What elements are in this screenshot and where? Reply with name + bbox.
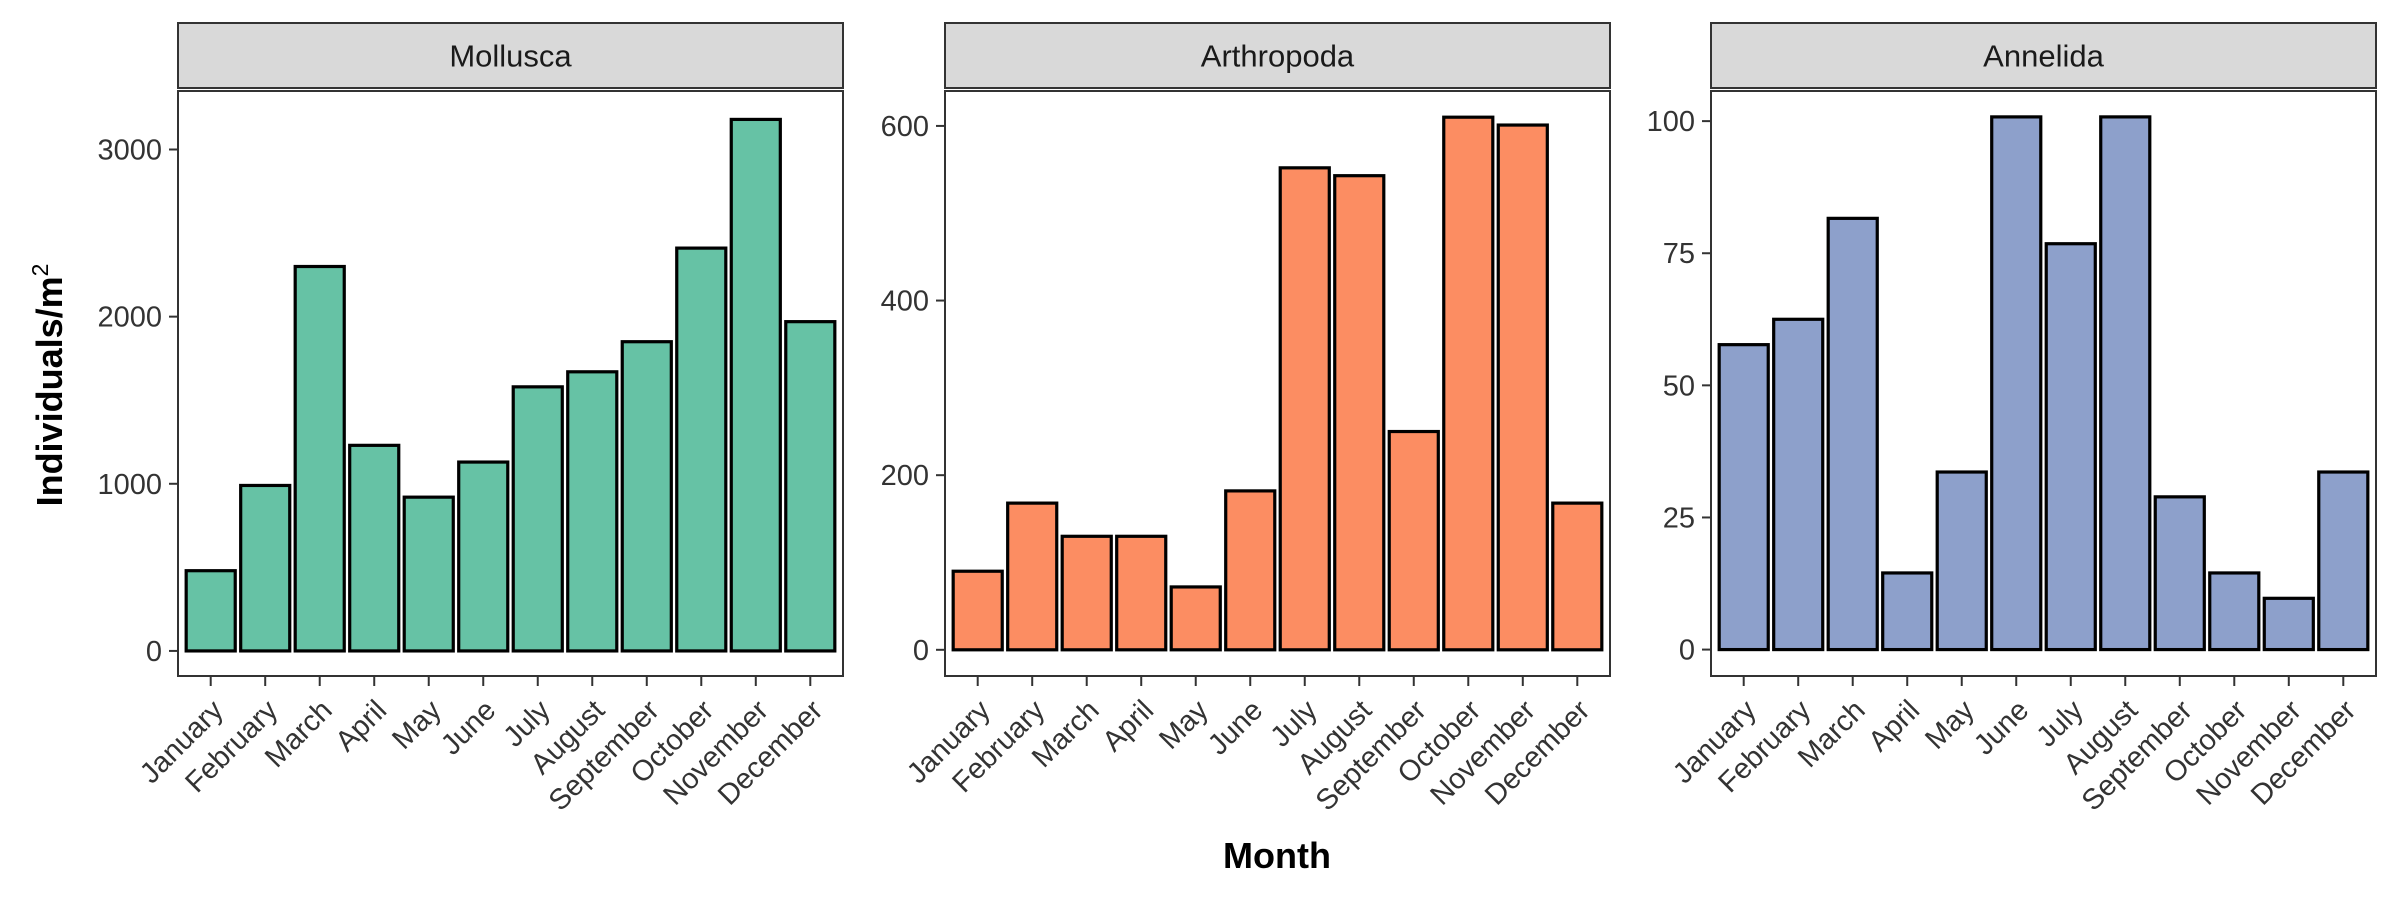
x-tick-label: April [1863,694,1927,758]
bar-mollusca-march [293,264,346,653]
bar-mollusca-february [239,483,292,653]
y-tick-label: 0 [913,635,929,667]
bar-arthropoda-april [1115,534,1168,652]
facet-arthropoda: Arthropoda0200400600JanuaryFebruaryMarch… [881,22,1611,817]
bar-mollusca-november [729,117,782,653]
plot-panel-border [177,90,844,677]
bar-mollusca-may [402,495,455,653]
bar-arthropoda-september [1387,429,1440,652]
y-axis-title-text: Individuals/m [29,276,70,506]
facet-title: Mollusca [449,39,572,74]
y-tick-label: 400 [881,286,929,318]
bar-mollusca-august [566,370,619,653]
bar-arthropoda-december [1551,501,1604,652]
bar-annelida-july [2044,242,2097,652]
bar-annelida-june [1990,115,2043,652]
y-tick-label: 100 [1647,106,1695,138]
y-tick-label: 1000 [97,469,162,501]
y-axis-title: Individuals/m2 [27,264,70,507]
facet-mollusca: Mollusca0100020003000JanuaryFebruaryMarc… [97,22,844,817]
bar-mollusca-january [184,569,237,653]
bar-annelida-february [1772,317,1825,652]
bar-mollusca-september [620,340,673,653]
bar-annelida-november [2262,596,2315,652]
x-tick-label: May [1153,694,1215,756]
x-tick-label: May [1919,694,1981,756]
facet-strip-arthropoda [944,22,1611,89]
x-tick-label: May [386,694,448,756]
y-tick-label: 0 [1679,635,1695,667]
bar-arthropoda-february [1006,501,1059,652]
y-tick-label: 600 [881,111,929,143]
y-tick-label: 50 [1663,370,1695,402]
plot-panel-border [1710,90,2377,677]
bar-mollusca-april [348,443,401,653]
facet-title: Arthropoda [1201,39,1355,74]
bar-arthropoda-august [1333,174,1386,652]
x-tick-label: April [330,694,394,758]
bar-arthropoda-october [1442,115,1495,652]
bar-mollusca-july [511,385,564,653]
bar-annelida-october [2208,571,2261,652]
bar-arthropoda-march [1060,534,1113,652]
bar-arthropoda-july [1278,166,1331,652]
bar-annelida-september [2153,495,2206,652]
bar-mollusca-december [784,320,837,653]
bar-arthropoda-may [1169,585,1222,652]
bar-annelida-may [1935,470,1988,652]
y-tick-label: 75 [1663,238,1695,270]
y-axis-title-superscript: 2 [27,264,53,277]
bar-arthropoda-january [951,569,1004,652]
facet-title: Annelida [1983,39,2104,74]
x-tick-label: April [1097,694,1161,758]
facet-strip-mollusca [177,22,844,89]
bar-mollusca-june [457,460,510,653]
x-tick-label: June [435,694,502,761]
x-tick-label: June [1202,694,1269,761]
y-tick-label: 200 [881,460,929,492]
y-tick-label: 0 [146,636,162,668]
x-axis-title: Month [1223,835,1331,876]
plot-panel-border [944,90,1611,677]
bar-mollusca-october [675,246,728,653]
y-tick-label: 25 [1663,502,1695,534]
y-tick-label: 2000 [97,302,162,334]
bar-annelida-august [2099,115,2152,652]
y-tick-label: 3000 [97,135,162,167]
facet-strip-annelida [1710,22,2377,89]
bar-annelida-march [1826,216,1879,652]
bar-annelida-april [1881,571,1934,652]
bar-annelida-december [2317,470,2370,652]
bar-arthropoda-november [1496,123,1549,652]
x-tick-label: June [1968,694,2035,761]
bar-arthropoda-june [1224,489,1277,652]
facet-annelida: Annelida0255075100JanuaryFebruaryMarchAp… [1647,22,2377,817]
bar-annelida-january [1717,343,1770,652]
